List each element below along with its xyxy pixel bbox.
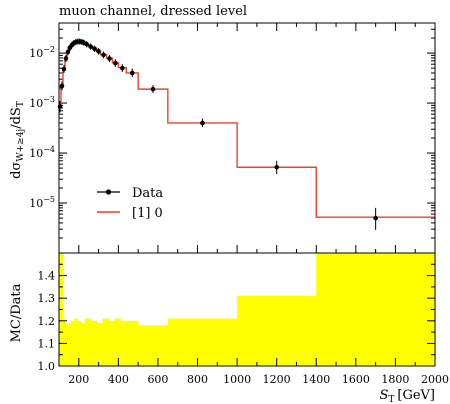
ratio-panel: 1.0 1.1 1.2 1.3 1.4 200 400 600 800 1000 1200 1400…: [9, 23, 449, 404]
data-point: [57, 104, 63, 109]
data-point: [120, 65, 125, 71]
ratio-plot-frame: [58, 252, 436, 367]
legend: Data [1] 0: [97, 186, 163, 221]
x-tick-label: 2000: [421, 373, 449, 386]
ratio-band-bin: [62, 318, 66, 366]
x-tick-label: 200: [68, 373, 89, 386]
main-y-tick-label: 10−3: [29, 95, 55, 110]
main-y-tick-label: 10−5: [29, 195, 55, 210]
data-point: [113, 60, 118, 66]
chart-title: muon channel, dressed level: [59, 4, 247, 19]
ratio-band-bin: [316, 253, 436, 366]
ratio-band-bin: [114, 318, 121, 366]
ratio-band-bin: [138, 325, 169, 366]
ratio-band-bin: [73, 318, 78, 366]
ratio-band-bin: [66, 325, 70, 366]
main-plot-frame: [58, 22, 436, 254]
x-tick-label: 1400: [302, 373, 330, 386]
ratio-y-tick-label: 1.4: [38, 270, 56, 283]
data-point: [96, 49, 101, 54]
ratio-band-bin: [237, 295, 317, 366]
ratio-band-bin: [167, 318, 238, 366]
data-point: [92, 46, 97, 52]
ratio-band-bin: [70, 320, 75, 366]
data-point: [63, 56, 69, 61]
ratio-band-bin: [80, 323, 86, 366]
x-tick-label: 1200: [263, 373, 291, 386]
ratio-band-bin: [64, 323, 68, 366]
x-tick-label: 1800: [381, 373, 409, 386]
data-point: [107, 56, 112, 61]
x-tick-label: 1000: [223, 373, 251, 386]
x-tick-label: 600: [147, 373, 168, 386]
main-y-tick-label: 10−4: [29, 145, 55, 160]
legend-label-data: Data: [132, 186, 163, 201]
data-point: [129, 70, 135, 76]
x-tick-label: 1600: [342, 373, 370, 386]
main-y-tick-label: 10−2: [29, 45, 55, 60]
data-point: [101, 52, 106, 58]
legend-entry-mc: [1] 0: [97, 206, 163, 221]
data-point: [274, 164, 279, 170]
ratio-band-bin: [102, 318, 109, 366]
ratio-band-bin: [76, 320, 82, 366]
data-point: [150, 86, 156, 92]
ratio-band-bin: [108, 320, 115, 366]
x-tick-label: 400: [108, 373, 129, 386]
x-axis-label: ST [GeV]: [379, 388, 435, 404]
ratio-band-bin: [68, 323, 72, 366]
data-point: [65, 49, 71, 55]
data-point: [200, 120, 205, 126]
data-point: [59, 83, 65, 89]
ratio-y-tick-label: 1.3: [38, 292, 56, 305]
ratio-band-bin: [90, 320, 97, 366]
data-point: [88, 44, 93, 49]
mc-step-line: [59, 40, 435, 218]
ratio-y-tick-label: 1.1: [38, 337, 56, 350]
data-point: [84, 41, 90, 47]
ratio-band-bin: [96, 323, 103, 366]
ratio-band-bin: [84, 318, 92, 366]
main-y-axis-label: dσW+≥4j/dST: [9, 101, 26, 179]
x-tick-label: 800: [187, 373, 208, 386]
legend-entry-data: Data: [97, 186, 163, 201]
ratio-y-tick-label: 1.2: [38, 315, 56, 328]
ratio-y-axis-label: MC/Data: [9, 283, 24, 342]
main-panel: 10−5 10−4 10−3 10−2 Data [1] 0 dσW+≥4j/dST: [9, 22, 436, 254]
data-point: [61, 66, 67, 72]
legend-label-mc: [1] 0: [132, 206, 163, 221]
data-point: [373, 215, 378, 221]
ratio-y-tick-label: 1.0: [38, 360, 56, 373]
ratio-band-bin: [120, 320, 139, 366]
